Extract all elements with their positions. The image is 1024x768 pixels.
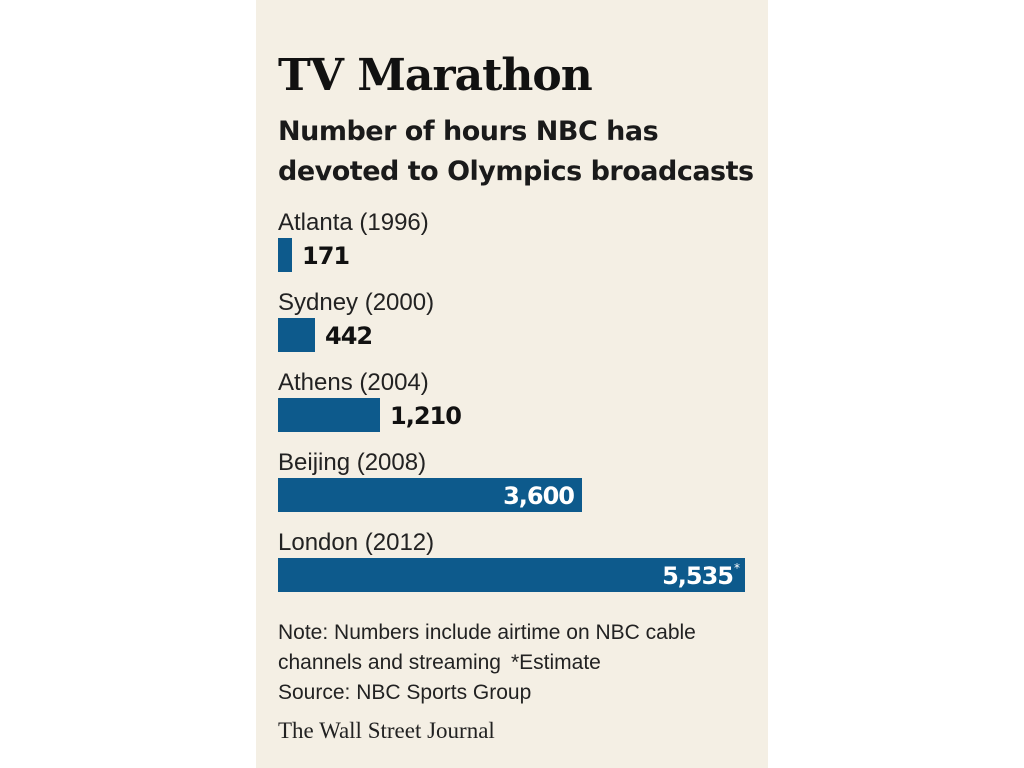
estimate-note: *Estimate	[510, 651, 601, 674]
category-label: Atlanta (1996)	[278, 209, 429, 236]
bar	[278, 478, 582, 512]
category-label: Sydney (2000)	[278, 289, 434, 316]
note-line-1: Note: Numbers include airtime on NBC cab…	[278, 621, 696, 644]
bar	[278, 238, 292, 272]
bar-chart-svg: Atlanta (1996) 171 Sydney (2000) 442 Athens …	[278, 209, 745, 592]
category-label: London (2012)	[278, 529, 434, 556]
chart-notes: Note: Numbers include airtime on NBC cab…	[278, 618, 758, 708]
note-line-2: channels and streaming *Estimate	[278, 648, 758, 678]
value-label: 1,210	[390, 402, 461, 430]
chart-title: TV Marathon	[278, 50, 593, 101]
bar-chart: Atlanta (1996) 171 Sydney (2000) 442 Athens …	[278, 202, 748, 602]
publisher-credit: The Wall Street Journal	[278, 718, 495, 743]
bar	[278, 318, 315, 352]
value-label: 5,535	[662, 562, 733, 590]
category-label: Beijing (2008)	[278, 449, 426, 476]
subtitle-line-2: devoted to Olympics broadcasts	[278, 156, 754, 187]
source-note: Source: NBC Sports Group	[278, 681, 532, 704]
value-label: 171	[302, 242, 349, 270]
chart-subtitle: Number of hours NBC has devoted to Olymp…	[278, 112, 758, 192]
value-label: 3,600	[503, 482, 574, 510]
value-label: 442	[325, 322, 372, 350]
bar	[278, 558, 745, 592]
chart-panel: TV Marathon Number of hours NBC has devo…	[256, 0, 768, 768]
category-label: Athens (2004)	[278, 369, 429, 396]
bar	[278, 398, 380, 432]
value-label-marker: *	[734, 561, 740, 575]
subtitle-line-1: Number of hours NBC has	[278, 116, 659, 147]
note-line-2-text: channels and streaming	[278, 651, 501, 674]
